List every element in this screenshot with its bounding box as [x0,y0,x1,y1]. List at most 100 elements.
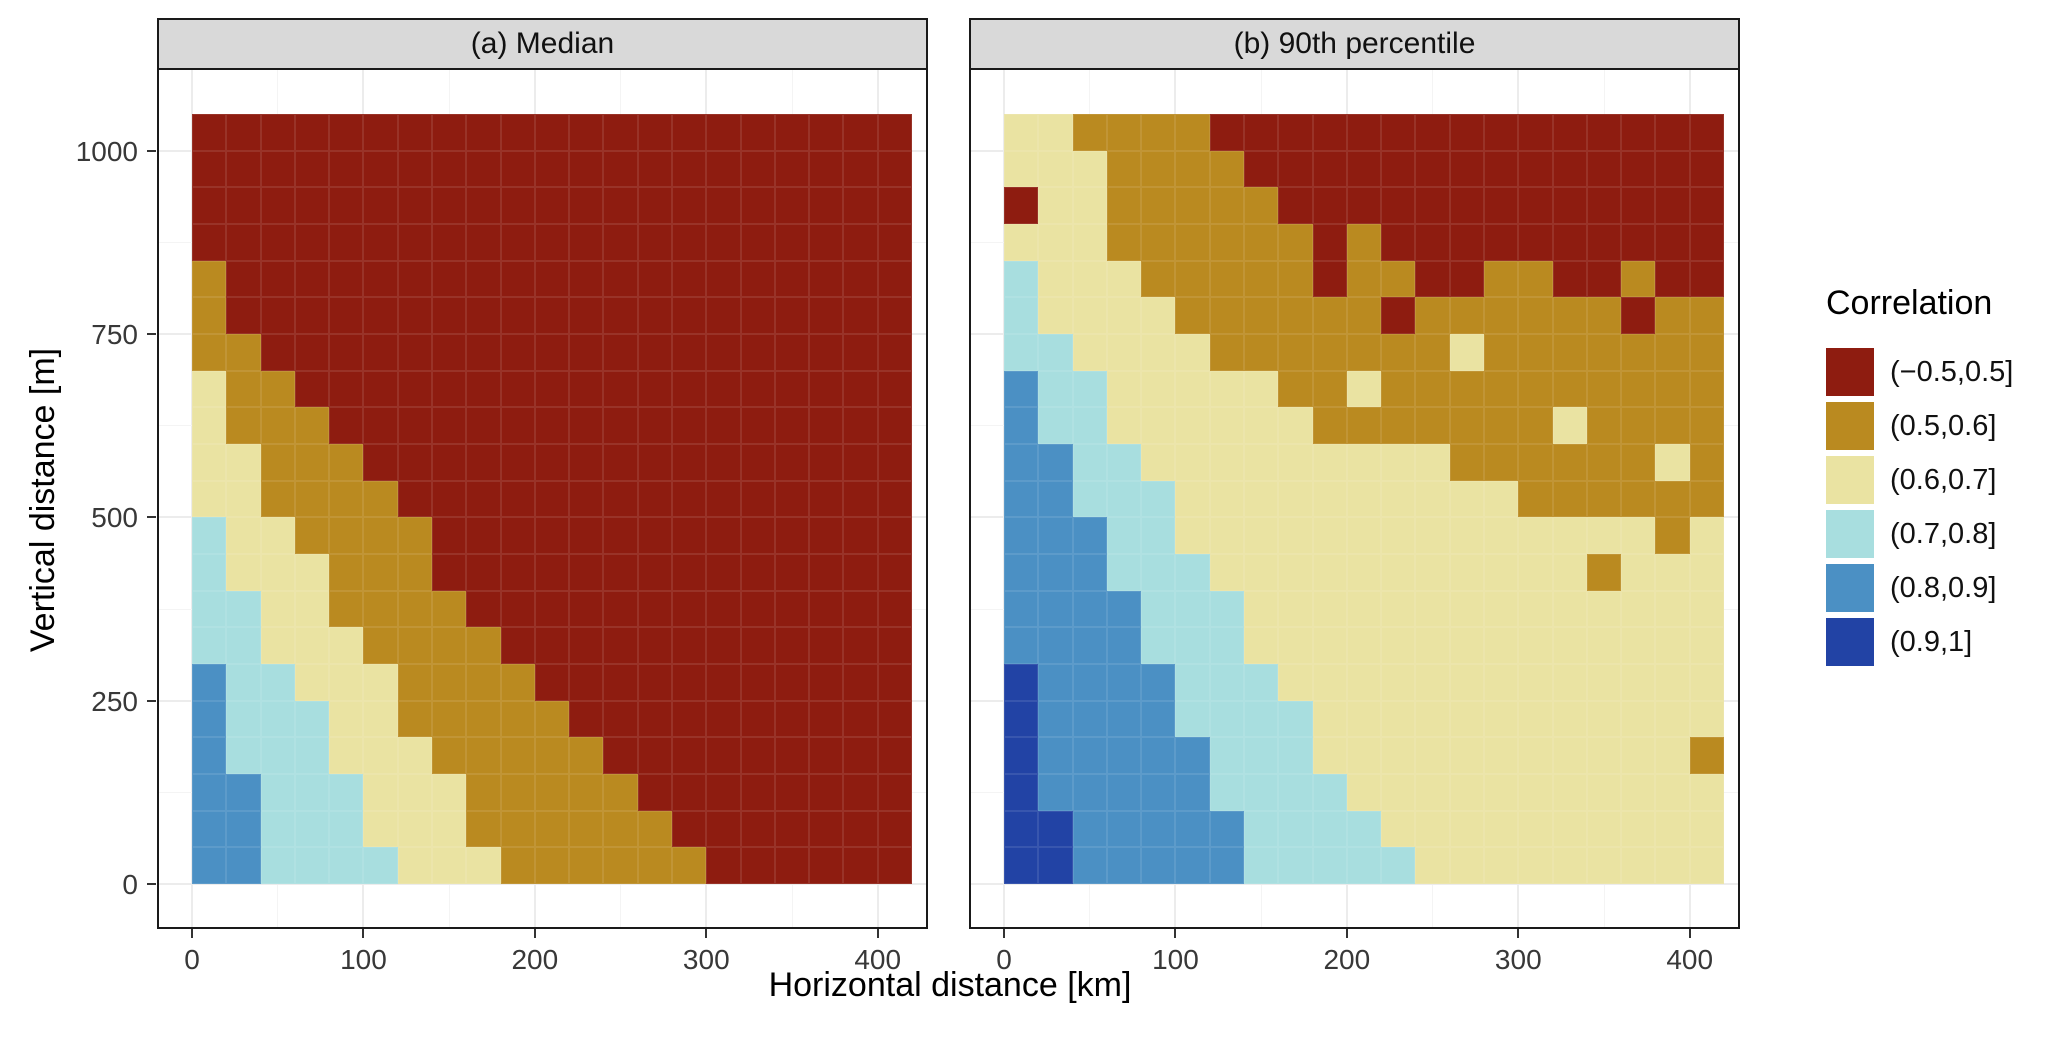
heatmap-tile [637,554,672,591]
heatmap-tile [1278,444,1313,481]
heatmap-tile [397,407,432,444]
heatmap-tile [431,187,467,224]
heatmap-tile [466,774,501,811]
heatmap-tile [1312,370,1347,408]
heatmap-tile [192,590,227,628]
heatmap-tile [1415,370,1450,408]
heatmap-tile [1141,444,1176,481]
heatmap-tile [1209,590,1244,628]
heatmap-tile [1004,260,1039,298]
heatmap-tile [1689,260,1724,298]
heatmap-tile [1346,334,1382,371]
heatmap-tile [1586,444,1622,481]
heatmap-tile [1312,737,1347,774]
heatmap-tile [1072,297,1107,334]
heatmap-tile [500,627,535,664]
heatmap-tile [329,444,364,481]
heatmap-tile [877,700,912,738]
heatmap-tile [534,444,570,481]
heatmap-tile [363,737,398,774]
heatmap-tile [1278,664,1313,701]
heatmap-tile [329,187,364,224]
heatmap-tile [706,297,741,334]
heatmap-tile [569,370,604,408]
heatmap-tile [1586,224,1622,261]
heatmap-tile [774,554,810,591]
heatmap-tile [1072,114,1107,151]
heatmap-tile [1209,847,1244,884]
heatmap-tile [1243,517,1279,554]
heatmap-tile [1209,334,1244,371]
heatmap-tile [1415,810,1450,848]
legend-swatch [1826,618,1874,666]
heatmap-tile [294,774,330,811]
heatmap-tile [1072,664,1107,701]
heatmap-tile [603,700,638,738]
heatmap-tile [1586,114,1622,151]
heatmap-tile [1621,260,1656,298]
heatmap-tile [1243,737,1279,774]
heatmap-tile [329,260,364,298]
heatmap-tile [1655,150,1690,188]
heatmap-tile [706,370,741,408]
heatmap-tile [843,480,878,518]
x-tick-label: 0 [996,944,1012,975]
x-tick-label: 100 [1152,944,1199,975]
heatmap-tile [1038,480,1073,518]
heatmap-tile [877,774,912,811]
heatmap-tile [192,627,227,664]
heatmap-tile [603,114,638,151]
heatmap-tile [603,224,638,261]
heatmap-tile [1141,370,1176,408]
heatmap-tile [1518,114,1553,151]
heatmap-tile [1312,590,1347,628]
heatmap-tile [774,224,810,261]
y-tick-mark [147,333,156,335]
heatmap-tile [1346,554,1382,591]
heatmap-tile [1689,114,1724,151]
heatmap-tile [260,334,295,371]
heatmap-tile [1346,664,1382,701]
heatmap-tile [1449,444,1484,481]
heatmap-tile [1552,700,1587,738]
heatmap-tile [569,810,604,848]
facet-strip-a-label: (a) Median [470,27,615,60]
heatmap-tile [1552,370,1587,408]
heatmap-tile [1346,224,1382,261]
heatmap-tile [1381,187,1416,224]
heatmap-tile [1655,370,1690,408]
heatmap-tile [1278,480,1313,518]
heatmap-tile [226,480,261,518]
heatmap-tile [534,554,570,591]
heatmap-tile [1038,334,1073,371]
heatmap-tile [397,810,432,848]
heatmap-tile [1106,370,1142,408]
heatmap-tile [774,810,810,848]
heatmap-tile [569,114,604,151]
heatmap-tile [1415,554,1450,591]
x-tick-label: 200 [511,944,559,975]
heatmap-tile [1243,407,1279,444]
heatmap-tile [843,517,878,554]
heatmap-tile [1072,774,1107,811]
heatmap-tile [603,297,638,334]
heatmap-tile [260,480,295,518]
y-tick-label: 0 [122,869,138,900]
heatmap-tile [1518,224,1553,261]
heatmap-tile [1586,590,1622,628]
heatmap-tile [1655,664,1690,701]
heatmap-tile [192,334,227,371]
heatmap-tile [671,590,707,628]
heatmap-tile [260,774,295,811]
heatmap-tile [1552,187,1587,224]
heatmap-tile [637,187,672,224]
heatmap-tile [260,847,295,884]
heatmap-tile [1689,737,1724,774]
heatmap-tile [1209,260,1244,298]
heatmap-tile [1004,847,1039,884]
heatmap-tile [260,407,295,444]
heatmap-tile [1518,297,1553,334]
heatmap-tile [740,150,775,188]
heatmap-tile [1518,700,1553,738]
heatmap-tile [809,774,844,811]
